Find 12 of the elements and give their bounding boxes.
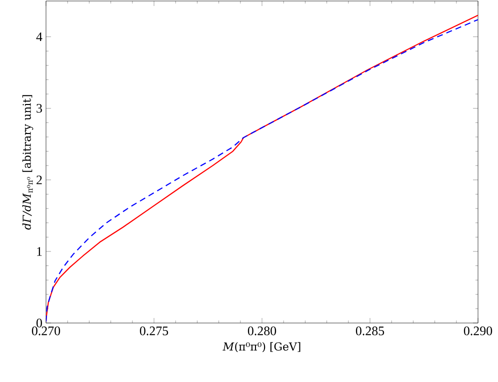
x-tick-label: 0.290 — [464, 326, 492, 336]
y-tick-label: 0 — [36, 318, 42, 328]
x-tick-label: 0.285 — [356, 326, 384, 336]
x-axis-title: M(π⁰π⁰) [GeV] — [222, 342, 300, 352]
y-tick-label: 2 — [36, 176, 42, 184]
x-tick-label: 0.280 — [248, 326, 276, 336]
y-tick-label: 1 — [37, 247, 42, 256]
x-tick-label: 0.275 — [140, 326, 168, 336]
y-axis-title: dΓ/dM$_{π⁰π⁰}$ [abitrary unit] — [22, 95, 34, 230]
y-tick-label: 3 — [36, 104, 42, 113]
x-tick-label: 0.270 — [32, 326, 60, 336]
y-tick-label: 4 — [36, 32, 42, 42]
